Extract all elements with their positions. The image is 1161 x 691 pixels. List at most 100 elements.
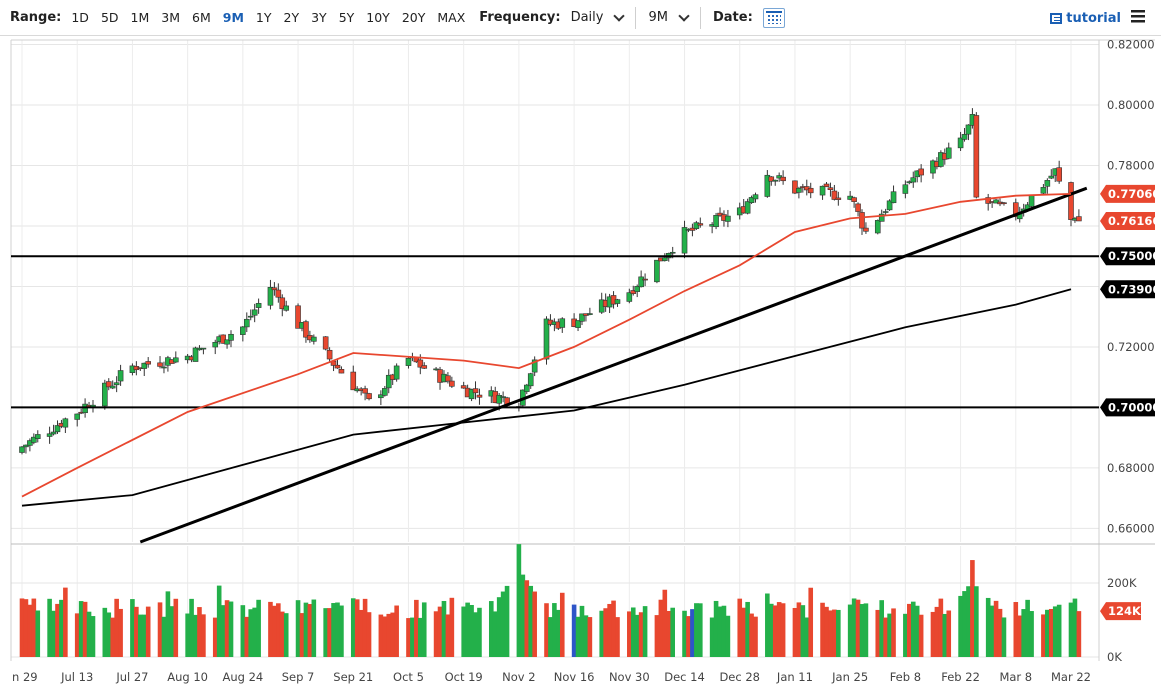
volume-bar bbox=[749, 613, 754, 657]
date-label: Date: bbox=[712, 10, 753, 25]
volume-bar bbox=[698, 603, 703, 657]
candle-body bbox=[689, 227, 696, 231]
candle-body bbox=[918, 168, 924, 176]
candle-body bbox=[460, 385, 467, 389]
grid bbox=[10, 39, 1155, 661]
volume-tick-label: 0K bbox=[1107, 650, 1122, 664]
candle-body bbox=[523, 384, 530, 392]
range-button-6m[interactable]: 6M bbox=[192, 10, 211, 25]
volume-bar bbox=[855, 599, 861, 657]
tutorial-link[interactable]: tutorial bbox=[1050, 11, 1121, 26]
candle-body bbox=[985, 197, 991, 204]
volume-bar bbox=[492, 611, 498, 657]
candle-body bbox=[366, 393, 372, 400]
volume-bar bbox=[138, 614, 143, 657]
candle-body bbox=[338, 369, 345, 374]
volume-bar bbox=[776, 602, 782, 657]
volume-bar bbox=[1068, 602, 1074, 657]
volume-bar bbox=[311, 599, 317, 657]
candle-body bbox=[105, 381, 112, 388]
range-button-10y[interactable]: 10Y bbox=[366, 10, 390, 25]
volume-bar bbox=[1076, 611, 1082, 657]
x-tick-label: Aug 10 bbox=[167, 670, 208, 684]
volume-bar bbox=[141, 614, 147, 657]
volume-bar bbox=[630, 607, 636, 657]
volume-bar bbox=[350, 598, 356, 657]
candle-body bbox=[792, 180, 798, 194]
volume-bar bbox=[918, 614, 924, 657]
volume-bar bbox=[694, 603, 699, 657]
volume-bar bbox=[477, 607, 482, 657]
price-tag: 0.77060 bbox=[1100, 184, 1160, 203]
range-button-1m[interactable]: 1M bbox=[130, 10, 150, 25]
x-tick-label: Jul 27 bbox=[115, 670, 148, 684]
range-button-5d[interactable]: 5D bbox=[100, 10, 119, 25]
volume-bar bbox=[638, 612, 644, 657]
y-tick-label: 0.80000 bbox=[1107, 98, 1155, 112]
range-button-max[interactable]: MAX bbox=[437, 10, 466, 25]
period-dropdown[interactable]: 9M bbox=[648, 9, 690, 25]
volume-bar bbox=[63, 587, 68, 657]
volume-bar bbox=[587, 617, 593, 657]
range-button-9m[interactable]: 9M bbox=[222, 10, 244, 25]
volume-bar bbox=[212, 617, 218, 657]
range-button-2y[interactable]: 2Y bbox=[283, 10, 300, 25]
candle-body bbox=[878, 213, 885, 222]
candle-body bbox=[713, 215, 719, 228]
volume-bar bbox=[583, 615, 589, 657]
price-tag-label: 0.75000 bbox=[1108, 249, 1160, 263]
candle-body bbox=[275, 289, 282, 298]
volume-bar bbox=[488, 601, 494, 657]
x-tick-label: Mar 8 bbox=[999, 670, 1032, 684]
range-button-3y[interactable]: 3Y bbox=[311, 10, 327, 25]
candle-body bbox=[874, 220, 881, 234]
calendar-icon[interactable] bbox=[762, 7, 785, 28]
volume-bar bbox=[575, 616, 581, 657]
volume-bar bbox=[1029, 611, 1034, 657]
candle-body bbox=[283, 305, 290, 311]
candle-body bbox=[579, 313, 585, 322]
volume-bar bbox=[268, 601, 273, 657]
volume-bar bbox=[607, 603, 612, 657]
volume-bar bbox=[161, 616, 167, 657]
candle-body bbox=[827, 187, 834, 190]
volume-bar bbox=[201, 614, 206, 657]
range-button-1d[interactable]: 1D bbox=[71, 10, 89, 25]
candle-body bbox=[109, 385, 116, 389]
volume-bar bbox=[465, 602, 470, 657]
volume-bar bbox=[962, 591, 967, 657]
volume-bar bbox=[445, 614, 451, 657]
candle-body bbox=[973, 115, 980, 198]
candle-body bbox=[776, 175, 782, 179]
volume-bar bbox=[832, 609, 837, 657]
candle-body bbox=[385, 374, 392, 389]
volume-bar bbox=[169, 606, 175, 657]
range-button-1y[interactable]: 1Y bbox=[255, 10, 272, 25]
menu-icon[interactable] bbox=[1131, 10, 1145, 23]
candle-body bbox=[228, 333, 234, 341]
range-button-5y[interactable]: 5Y bbox=[338, 10, 355, 25]
candle-body bbox=[823, 183, 830, 187]
frequency-dropdown[interactable]: Daily bbox=[571, 9, 626, 25]
range-button-3m[interactable]: 3M bbox=[161, 10, 181, 25]
candle-body bbox=[669, 251, 676, 254]
volume-bar bbox=[248, 609, 254, 657]
price-tag-label: 0.76166 bbox=[1108, 214, 1160, 228]
candle-body bbox=[993, 199, 999, 204]
volume-bar bbox=[252, 607, 257, 657]
volume-bar bbox=[859, 604, 865, 657]
candle-body bbox=[638, 276, 644, 288]
candle-body bbox=[161, 366, 167, 369]
candle-body bbox=[863, 227, 869, 232]
volume-bar bbox=[808, 587, 814, 657]
volume-bar bbox=[804, 617, 810, 657]
candle-body bbox=[1040, 187, 1047, 194]
volume-bar bbox=[130, 599, 135, 657]
volume-bar bbox=[244, 616, 250, 657]
range-button-20y[interactable]: 20Y bbox=[401, 10, 426, 25]
volume-bar bbox=[686, 616, 691, 657]
candle-body bbox=[240, 326, 246, 335]
x-tick-label: Mar 22 bbox=[1051, 670, 1091, 684]
candle-body bbox=[405, 357, 412, 366]
